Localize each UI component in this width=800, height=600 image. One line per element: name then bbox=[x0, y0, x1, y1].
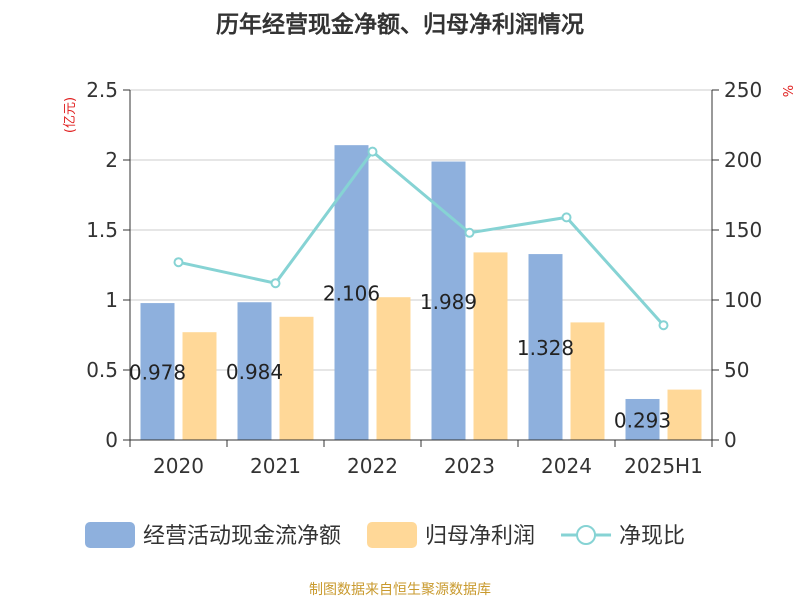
bar-cashflow bbox=[431, 161, 466, 441]
source-footer: 制图数据来自恒生聚源数据库 bbox=[309, 582, 491, 598]
left-tick-label: 1.5 bbox=[86, 218, 118, 242]
bar-net-profit bbox=[279, 316, 314, 440]
bar-net-profit bbox=[667, 389, 702, 440]
bar-net-profit bbox=[182, 332, 217, 440]
legend-label: 经营活动现金流净额 bbox=[143, 524, 341, 549]
bar-value-label: 1.328 bbox=[517, 336, 574, 360]
bar-value-label: 0.984 bbox=[226, 360, 283, 384]
x-tick-label: 2022 bbox=[347, 454, 398, 478]
right-tick-label: 0 bbox=[724, 428, 737, 452]
x-tick-label: 2025H1 bbox=[624, 454, 703, 478]
bar-value-label: 0.293 bbox=[614, 408, 671, 432]
x-tick-label: 2023 bbox=[444, 454, 495, 478]
legend: 经营活动现金流净额 归母净利润 净现比 bbox=[85, 522, 685, 549]
chart-title: 历年经营现金净额、归母净利润情况 bbox=[216, 11, 584, 38]
ratio-point bbox=[658, 320, 669, 331]
axes: 0 0.5 1 1.5 2 2.5 0 50 100 150 200 250 2020 2021 2022 2… bbox=[86, 78, 762, 478]
left-tick-label: 2 bbox=[105, 148, 118, 172]
ratio-point bbox=[270, 278, 281, 289]
bar-cashflow bbox=[625, 398, 660, 440]
ratio-point bbox=[561, 212, 572, 223]
legend-label: 净现比 bbox=[619, 524, 685, 549]
bar-net-profit bbox=[570, 322, 605, 440]
legend-label: 归母净利润 bbox=[425, 524, 535, 549]
x-tick-label: 2024 bbox=[541, 454, 592, 478]
left-tick-label: 0.5 bbox=[86, 358, 118, 382]
data-labels: 0.978 0.984 2.106 1.989 1.328 0.293 bbox=[129, 282, 671, 433]
bar-net-profit bbox=[473, 252, 508, 440]
right-tick-label: 50 bbox=[724, 358, 749, 382]
left-tick-label: 1 bbox=[105, 288, 118, 312]
ratio-point bbox=[464, 227, 475, 238]
bar-cashflow bbox=[528, 254, 563, 440]
bar-value-label: 0.978 bbox=[129, 361, 186, 385]
bar-cashflow bbox=[140, 303, 175, 440]
legend-swatch bbox=[367, 522, 418, 548]
right-tick-label: 200 bbox=[724, 148, 762, 172]
x-tick-label: 2021 bbox=[250, 454, 301, 478]
left-tick-label: 2.5 bbox=[86, 78, 118, 102]
ratio-line bbox=[173, 146, 669, 331]
x-tick-label: 2020 bbox=[153, 454, 204, 478]
right-tick-label: 150 bbox=[724, 218, 762, 242]
right-axis-unit: % bbox=[779, 85, 794, 97]
ratio-point bbox=[173, 257, 184, 268]
legend-swatch-marker bbox=[576, 525, 597, 545]
grid bbox=[130, 89, 712, 371]
left-tick-label: 0 bbox=[105, 428, 118, 452]
left-axis-unit: (亿元) bbox=[63, 97, 78, 133]
ratio-point bbox=[367, 146, 378, 157]
right-tick-label: 100 bbox=[724, 288, 762, 312]
bar-value-label: 2.106 bbox=[323, 282, 380, 306]
bar-value-label: 1.989 bbox=[420, 290, 477, 314]
legend-swatch bbox=[85, 522, 135, 548]
ratio-line-path bbox=[178, 149, 665, 327]
right-tick-label: 250 bbox=[724, 78, 762, 102]
bar-net-profit bbox=[376, 297, 411, 440]
bar-cashflow bbox=[237, 302, 272, 440]
